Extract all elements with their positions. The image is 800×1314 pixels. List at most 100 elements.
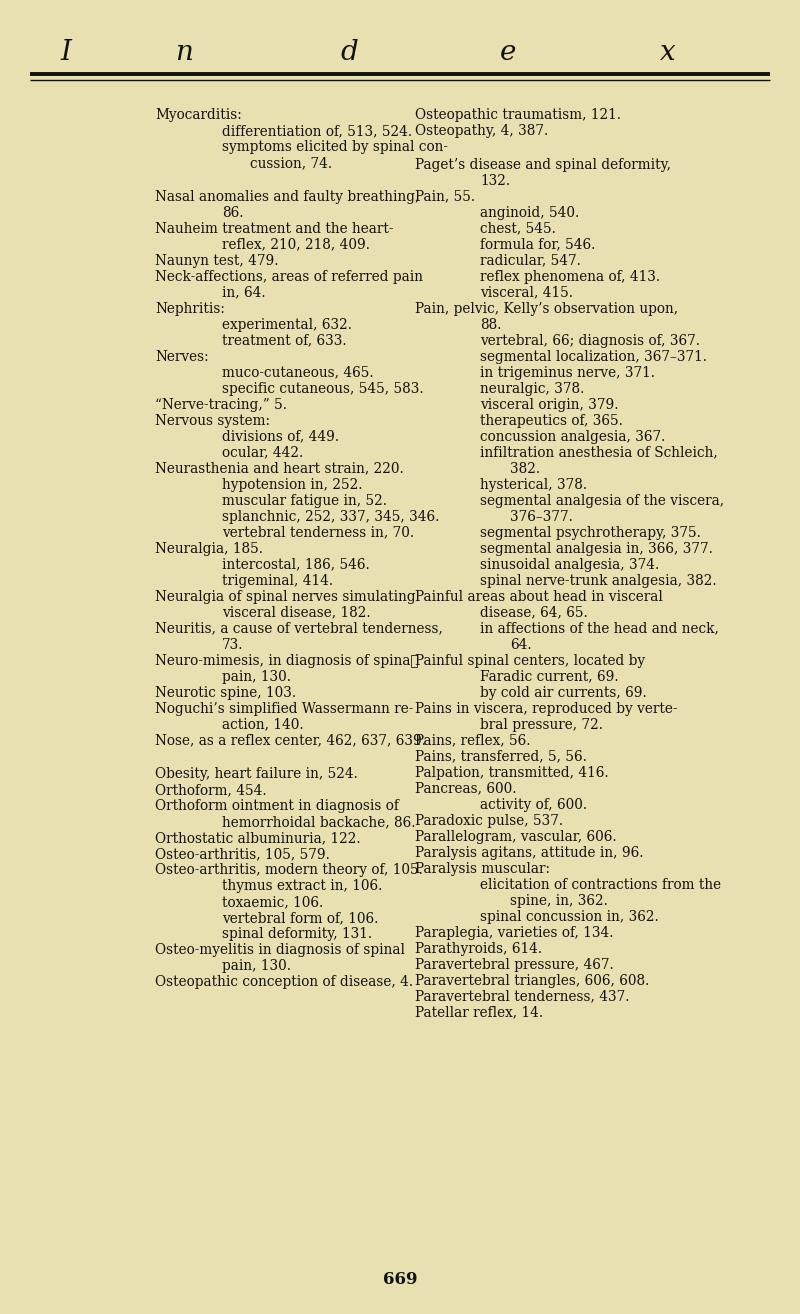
Text: Pains, reflex, 56.: Pains, reflex, 56. [415,733,530,748]
Text: Neuro-mimesis, in diagnosis of spinaℓ: Neuro-mimesis, in diagnosis of spinaℓ [155,653,418,668]
Text: in trigeminus nerve, 371.: in trigeminus nerve, 371. [480,365,655,380]
Text: segmental localization, 367–371.: segmental localization, 367–371. [480,350,707,364]
Text: Neuritis, a cause of vertebral tenderness,: Neuritis, a cause of vertebral tendernes… [155,622,443,636]
Text: Nauheim treatment and the heart-: Nauheim treatment and the heart- [155,222,394,235]
Text: cussion, 74.: cussion, 74. [250,156,332,170]
Text: segmental analgesia of the viscera,: segmental analgesia of the viscera, [480,494,724,507]
Text: hysterical, 378.: hysterical, 378. [480,477,587,491]
Text: symptoms elicited by spinal con-: symptoms elicited by spinal con- [222,141,448,154]
Text: action, 140.: action, 140. [222,717,304,732]
Text: Obesity, heart failure in, 524.: Obesity, heart failure in, 524. [155,767,358,782]
Text: Nervous system:: Nervous system: [155,414,270,427]
Text: Neck-affections, areas of referred pain: Neck-affections, areas of referred pain [155,269,423,284]
Text: Nasal anomalies and faulty breathing,: Nasal anomalies and faulty breathing, [155,189,419,204]
Text: Faradic current, 69.: Faradic current, 69. [480,670,618,683]
Text: Parathyroids, 614.: Parathyroids, 614. [415,942,542,955]
Text: Pain, pelvic, Kelly’s observation upon,: Pain, pelvic, Kelly’s observation upon, [415,302,678,315]
Text: muscular fatigue in, 52.: muscular fatigue in, 52. [222,494,387,507]
Text: Paralysis muscular:: Paralysis muscular: [415,862,550,875]
Text: muco-cutaneous, 465.: muco-cutaneous, 465. [222,365,374,380]
Text: specific cutaneous, 545, 583.: specific cutaneous, 545, 583. [222,381,424,396]
Text: hemorrhoidal backache, 86.: hemorrhoidal backache, 86. [222,815,415,829]
Text: Neuralgia, 185.: Neuralgia, 185. [155,541,263,556]
Text: x: x [660,38,676,66]
Text: Nose, as a reflex center, 462, 637, 639.: Nose, as a reflex center, 462, 637, 639. [155,733,426,748]
Text: Patellar reflex, 14.: Patellar reflex, 14. [415,1005,543,1020]
Text: 88.: 88. [480,318,502,331]
Text: pain, 130.: pain, 130. [222,959,291,974]
Text: Pains, transferred, 5, 56.: Pains, transferred, 5, 56. [415,749,587,763]
Text: vertebral form of, 106.: vertebral form of, 106. [222,911,378,925]
Text: 669: 669 [382,1272,418,1289]
Text: intercostal, 186, 546.: intercostal, 186, 546. [222,557,370,572]
Text: Orthoform ointment in diagnosis of: Orthoform ointment in diagnosis of [155,799,399,813]
Text: visceral disease, 182.: visceral disease, 182. [222,606,370,620]
Text: Paravertebral tenderness, 437.: Paravertebral tenderness, 437. [415,989,630,1004]
Text: divisions of, 449.: divisions of, 449. [222,430,339,444]
Text: Pains in viscera, reproduced by verte-: Pains in viscera, reproduced by verte- [415,702,678,716]
Text: chest, 545.: chest, 545. [480,222,556,235]
Text: vertebral, 66; diagnosis of, 367.: vertebral, 66; diagnosis of, 367. [480,334,700,348]
Text: segmental psychrotherapy, 375.: segmental psychrotherapy, 375. [480,526,701,540]
Text: infiltration anesthesia of Schleich,: infiltration anesthesia of Schleich, [480,445,718,460]
Text: vertebral tenderness in, 70.: vertebral tenderness in, 70. [222,526,414,540]
Text: differentiation of, 513, 524.: differentiation of, 513, 524. [222,124,412,138]
Text: trigeminal, 414.: trigeminal, 414. [222,574,333,587]
Text: pain, 130.: pain, 130. [222,670,291,683]
Text: splanchnic, 252, 337, 345, 346.: splanchnic, 252, 337, 345, 346. [222,510,439,523]
Text: Orthostatic albuminuria, 122.: Orthostatic albuminuria, 122. [155,832,361,845]
Text: formula for, 546.: formula for, 546. [480,238,595,251]
Text: segmental analgesia in, 366, 377.: segmental analgesia in, 366, 377. [480,541,713,556]
Text: Painful spinal centers, located by: Painful spinal centers, located by [415,653,645,668]
Text: in, 64.: in, 64. [222,285,266,300]
Text: spinal deformity, 131.: spinal deformity, 131. [222,928,372,941]
Text: concussion analgesia, 367.: concussion analgesia, 367. [480,430,666,444]
Text: Neurotic spine, 103.: Neurotic spine, 103. [155,686,296,699]
Text: neuralgic, 378.: neuralgic, 378. [480,381,584,396]
Text: Myocarditis:: Myocarditis: [155,108,242,122]
Text: Osteo-arthritis, modern theory of, 105.: Osteo-arthritis, modern theory of, 105. [155,863,423,878]
Text: ocular, 442.: ocular, 442. [222,445,303,460]
Text: toxaemic, 106.: toxaemic, 106. [222,895,323,909]
Text: Palpation, transmitted, 416.: Palpation, transmitted, 416. [415,766,609,779]
Text: 382.: 382. [510,461,540,476]
Text: spinal concussion in, 362.: spinal concussion in, 362. [480,909,658,924]
Text: Naunyn test, 479.: Naunyn test, 479. [155,254,278,268]
Text: 64.: 64. [510,637,532,652]
Text: thymus extract in, 106.: thymus extract in, 106. [222,879,382,894]
Text: reflex phenomena of, 413.: reflex phenomena of, 413. [480,269,660,284]
Text: by cold air currents, 69.: by cold air currents, 69. [480,686,646,699]
Text: experimental, 632.: experimental, 632. [222,318,352,331]
Text: bral pressure, 72.: bral pressure, 72. [480,717,603,732]
Text: Orthoform, 454.: Orthoform, 454. [155,783,266,798]
Text: Osteo-myelitis in diagnosis of spinal: Osteo-myelitis in diagnosis of spinal [155,943,405,957]
Text: “Nerve-tracing,” 5.: “Nerve-tracing,” 5. [155,398,287,411]
Text: I: I [60,38,71,66]
Text: activity of, 600.: activity of, 600. [480,798,587,812]
Text: in affections of the head and neck,: in affections of the head and neck, [480,622,719,636]
Text: Nerves:: Nerves: [155,350,209,364]
Text: spinal nerve-trunk analgesia, 382.: spinal nerve-trunk analgesia, 382. [480,574,717,587]
Text: Paralysis agitans, attitude in, 96.: Paralysis agitans, attitude in, 96. [415,846,643,859]
Text: treatment of, 633.: treatment of, 633. [222,334,346,348]
Text: Neurasthenia and heart strain, 220.: Neurasthenia and heart strain, 220. [155,461,404,476]
Text: Paravertebral pressure, 467.: Paravertebral pressure, 467. [415,958,614,971]
Text: 376–377.: 376–377. [510,510,573,523]
Text: Noguchi’s simplified Wassermann re-: Noguchi’s simplified Wassermann re- [155,702,414,716]
Text: Paget’s disease and spinal deformity,: Paget’s disease and spinal deformity, [415,158,671,172]
Text: Pain, 55.: Pain, 55. [415,189,475,204]
Text: spine, in, 362.: spine, in, 362. [510,894,608,908]
Text: Nephritis:: Nephritis: [155,302,225,315]
Text: reflex, 210, 218, 409.: reflex, 210, 218, 409. [222,238,370,251]
Text: 73.: 73. [222,637,243,652]
Text: e: e [500,38,516,66]
Text: visceral origin, 379.: visceral origin, 379. [480,398,618,411]
Text: Paraplegia, varieties of, 134.: Paraplegia, varieties of, 134. [415,925,614,940]
Text: radicular, 547.: radicular, 547. [480,254,581,268]
Text: d: d [340,38,358,66]
Text: Parallelogram, vascular, 606.: Parallelogram, vascular, 606. [415,829,617,844]
Text: 132.: 132. [480,173,510,188]
Text: Osteopathic conception of disease, 4.: Osteopathic conception of disease, 4. [155,975,413,989]
Text: Osteopathy, 4, 387.: Osteopathy, 4, 387. [415,124,548,138]
Text: disease, 64, 65.: disease, 64, 65. [480,606,588,620]
